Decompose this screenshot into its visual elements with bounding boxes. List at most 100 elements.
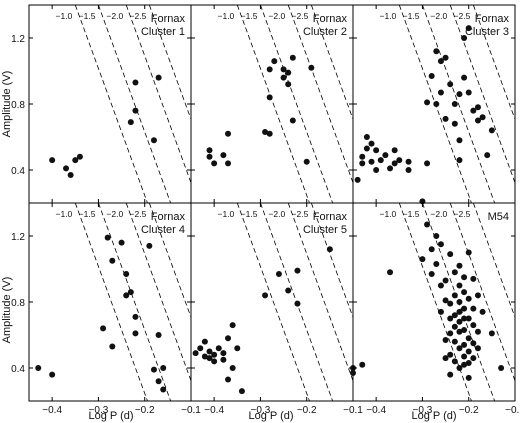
y-axis-label-top: Amplitude (V) — [1, 71, 13, 138]
data-point — [266, 94, 273, 101]
data-point — [437, 241, 444, 248]
data-point — [437, 89, 444, 96]
metallicity-label: −1.5 — [403, 11, 420, 21]
panel-title: Fornax — [313, 211, 348, 223]
data-point — [67, 171, 74, 178]
data-point — [63, 165, 70, 172]
panel-title: Cluster 5 — [303, 224, 347, 236]
data-point — [456, 299, 463, 305]
data-point — [359, 160, 366, 167]
data-point — [456, 318, 463, 325]
data-point — [354, 176, 361, 183]
metallicity-label: −2.5 — [292, 11, 309, 21]
data-point — [447, 371, 454, 378]
data-point — [294, 300, 301, 307]
data-point — [285, 81, 292, 88]
data-point — [456, 328, 463, 335]
metallicity-label: −1.0 — [218, 209, 235, 219]
data-point — [192, 350, 199, 357]
data-point — [229, 322, 236, 329]
data-point — [285, 69, 292, 76]
data-point — [150, 366, 157, 373]
metallicity-label: −1.0 — [380, 209, 397, 219]
x-tick-label: −0.4 — [366, 405, 386, 416]
data-point — [474, 292, 481, 299]
data-point — [201, 338, 208, 345]
data-point — [424, 99, 431, 106]
data-point — [132, 79, 139, 86]
data-point — [197, 345, 204, 352]
panel-title: Fornax — [475, 13, 510, 25]
data-point — [428, 270, 435, 277]
data-point — [465, 249, 472, 256]
data-point — [461, 315, 468, 322]
data-point — [49, 371, 56, 378]
data-point — [461, 35, 468, 41]
y-tick-label: 1.2 — [11, 232, 25, 243]
data-point — [368, 158, 375, 165]
metallicity-line — [287, 203, 353, 382]
metallicity-label: −2.0 — [268, 209, 285, 219]
metallicity-label: −1.5 — [241, 209, 258, 219]
data-point — [211, 160, 218, 167]
data-point — [368, 140, 375, 147]
x-tick-label: −0.1 — [505, 405, 520, 416]
data-point — [234, 345, 241, 352]
data-point — [123, 292, 130, 299]
metallicity-line — [148, 203, 191, 319]
data-point — [433, 233, 440, 239]
x-tick-label: −0.2 — [459, 405, 479, 416]
metallicity-line — [74, 203, 148, 401]
data-point — [206, 348, 213, 355]
data-point — [451, 101, 458, 107]
metallicity-label: −1.5 — [403, 209, 420, 219]
data-point — [465, 348, 472, 355]
data-point — [437, 58, 444, 65]
data-point — [150, 137, 157, 144]
data-point — [433, 261, 440, 268]
data-point — [442, 355, 449, 362]
data-point — [442, 336, 449, 343]
metallicity-line — [236, 5, 310, 203]
panel-frame — [352, 202, 516, 402]
data-point — [451, 358, 458, 365]
data-point — [109, 343, 116, 350]
metallicity-line — [287, 5, 353, 184]
data-point — [303, 158, 310, 165]
data-point — [461, 361, 468, 368]
data-point — [308, 64, 315, 71]
x-axis-label-left: Log P (d) — [88, 410, 133, 422]
data-point — [359, 361, 366, 368]
panel-title: Cluster 1 — [141, 26, 185, 38]
data-point — [123, 270, 130, 277]
data-point — [155, 378, 162, 385]
data-point — [447, 330, 454, 337]
data-point — [424, 221, 431, 228]
data-point — [447, 351, 454, 358]
data-point — [456, 308, 463, 315]
data-point — [275, 270, 282, 277]
data-point — [456, 282, 463, 289]
metallicity-label: −1.5 — [79, 11, 96, 21]
metallicity-label: −2.5 — [454, 11, 471, 21]
panel-title: Cluster 4 — [141, 224, 185, 236]
data-point — [470, 355, 477, 362]
data-point — [474, 117, 481, 124]
data-point — [391, 147, 398, 154]
data-point — [326, 246, 333, 253]
data-point — [289, 117, 296, 124]
panel-title: Cluster 3 — [465, 26, 509, 38]
metallicity-label: −2.5 — [130, 11, 147, 21]
data-point — [442, 277, 449, 284]
data-point — [387, 165, 394, 172]
data-point — [456, 262, 463, 269]
data-point — [433, 101, 440, 107]
data-point — [456, 345, 463, 352]
data-point — [118, 239, 125, 246]
data-point — [146, 242, 153, 249]
data-point — [465, 335, 472, 342]
metallicity-line — [236, 203, 310, 401]
data-point — [206, 355, 213, 362]
